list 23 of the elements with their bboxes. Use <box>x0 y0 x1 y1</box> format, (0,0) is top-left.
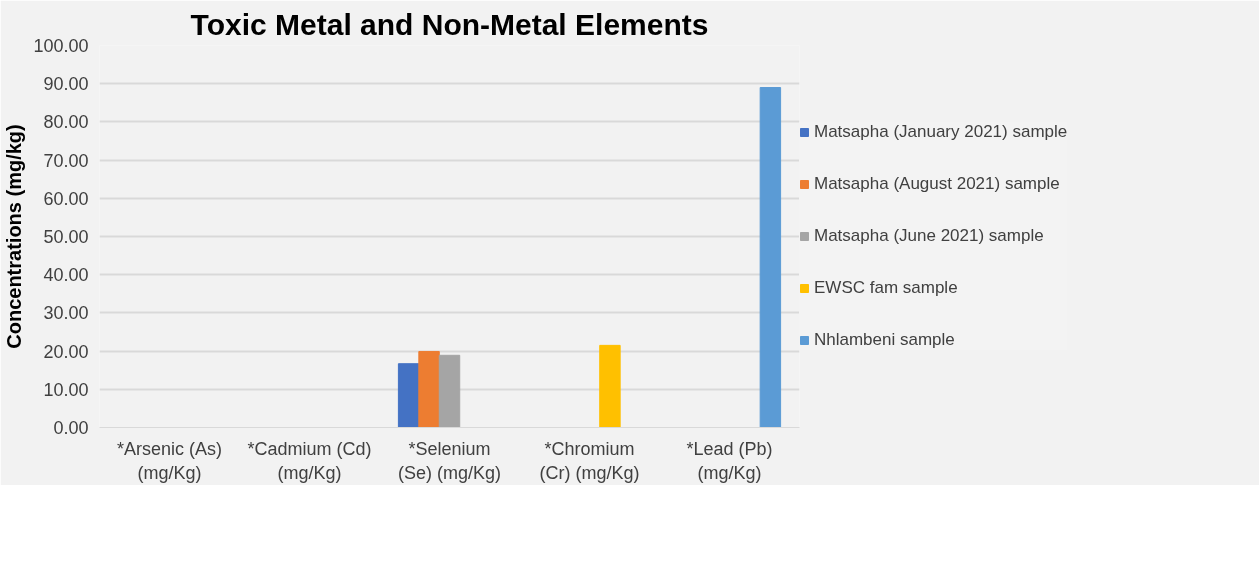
y-tick-label: 80.00 <box>43 112 89 133</box>
y-tick-label: 60.00 <box>43 188 89 209</box>
x-tick-label: *Lead (Pb) (mg/Kg) <box>686 438 773 483</box>
legend-label: Matsapha (August 2021) sample <box>814 174 1060 194</box>
y-tick-label: 100.00 <box>33 36 89 56</box>
x-tick-label: *Chromium (Cr) (mg/Kg) <box>539 438 640 483</box>
x-tick-label: *Cadmium (Cd) (mg/Kg) <box>247 438 372 483</box>
y-tick-label: 90.00 <box>43 74 89 95</box>
x-tick-label: *Arsenic (As) (mg/Kg) <box>116 438 223 483</box>
chart-title: Toxic Metal and Non-Metal Elements <box>190 7 709 41</box>
legend-label: Nhlambeni sample <box>814 330 955 350</box>
legend-label: EWSC fam sample <box>814 278 958 298</box>
y-tick-label: 70.00 <box>43 150 89 171</box>
legend-label: Matsapha (January 2021) sample <box>814 122 1068 142</box>
legend-label: Matsapha (June 2021) sample <box>814 226 1044 246</box>
y-tick-label: 40.00 <box>43 265 89 286</box>
x-tick-label: *Selenium (Se) (mg/Kg) <box>397 438 502 483</box>
y-tick-label: 20.00 <box>43 341 89 362</box>
y-tick-label: 50.00 <box>43 227 89 247</box>
y-axis-title: Concentrations (mg/kg) <box>3 124 26 349</box>
y-tick-label: 10.00 <box>43 379 89 400</box>
y-tick-label: 30.00 <box>43 303 89 324</box>
y-tick-label: 0.00 <box>53 418 89 438</box>
